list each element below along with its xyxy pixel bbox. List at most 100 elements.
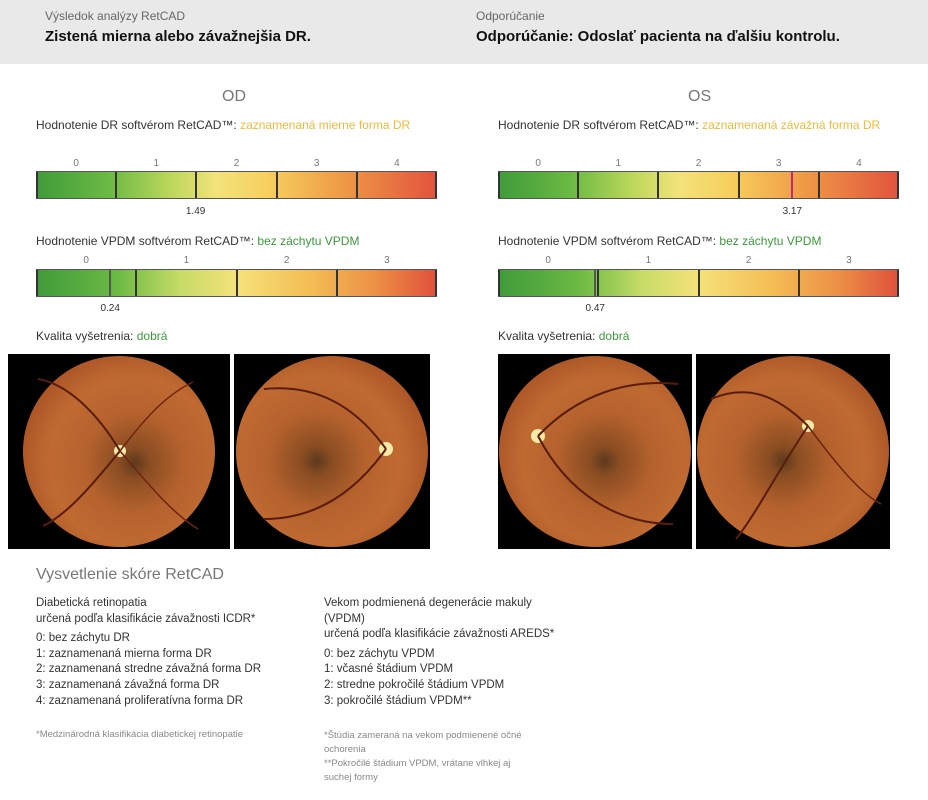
legend-vpdm-item: 1: včasné štádium VPDM bbox=[324, 663, 454, 676]
od-vp-tick-label: 2 bbox=[283, 255, 290, 266]
os-vessels-1 bbox=[531, 382, 679, 525]
os-vp-tick-label: 3 bbox=[846, 255, 852, 266]
os-dr-scale-divider bbox=[737, 172, 740, 198]
os-vp-scale-divider bbox=[897, 270, 899, 296]
od-vp-scale-divider bbox=[235, 270, 238, 296]
os-vpdm-result: bez záchytu VPDM bbox=[719, 234, 822, 248]
legend-vpdm-heading-1: Vekom podmienená degenerácie makuly bbox=[324, 597, 532, 609]
od-dr-label: Hodnotenie DR softvérom RetCAD™: zazname… bbox=[36, 118, 411, 132]
od-vp-tick-label: 1 bbox=[183, 255, 190, 266]
od-vp-scale-divider bbox=[335, 270, 338, 296]
legend-dr-item: 1: zaznamenaná mierna forma DR bbox=[36, 647, 212, 660]
legend-vpdm-footnote: **Pokročilé štádium VPDM, vrátane vlhkej… bbox=[324, 758, 511, 769]
od-dr-tick-label: 3 bbox=[313, 158, 320, 169]
os-dr-scale-divider bbox=[498, 172, 500, 198]
os-dr-result: zaznamenaná závažná forma DR bbox=[702, 118, 881, 132]
od-dr-scale-divider bbox=[115, 172, 118, 198]
od-dr-scale-divider bbox=[36, 172, 38, 198]
recommendation-label: Odporúčanie bbox=[476, 9, 545, 23]
os-vp-tick-label: 0 bbox=[545, 255, 551, 266]
os-dr-tick-label: 3 bbox=[775, 158, 782, 169]
legend-vpdm-column: Vekom podmienená degenerácie makuly (VPD… bbox=[324, 596, 554, 709]
od-fundus-image-1 bbox=[8, 354, 230, 549]
od-vessels-1 bbox=[37, 378, 199, 530]
od-dr-score-bar bbox=[36, 171, 437, 199]
os-dr-score-bar bbox=[498, 171, 899, 199]
os-dr-score-marker bbox=[791, 172, 794, 198]
os-vp-scale-divider bbox=[797, 270, 800, 296]
os-dr-tick-label: 2 bbox=[695, 158, 702, 169]
legend-dr-heading-1: Diabetická retinopatia bbox=[36, 597, 147, 609]
od-vp-tick-label: 3 bbox=[384, 255, 390, 266]
od-eye-title: OD bbox=[222, 88, 246, 105]
os-fundus-image-2 bbox=[696, 354, 890, 549]
os-vpdm-label: Hodnotenie VPDM softvérom RetCAD™: bez z… bbox=[498, 234, 822, 248]
legend-vpdm-footnote: *Štúdia zameraná na vekom podmienené očn… bbox=[324, 730, 522, 741]
od-vpdm-score-marker bbox=[109, 270, 112, 296]
legend-dr-footnote: *Medzinárodná klasifikácia diabetickej r… bbox=[36, 729, 244, 740]
od-quality-value: dobrá bbox=[136, 329, 168, 343]
od-dr-score-value: 1.49 bbox=[185, 206, 206, 217]
legend-dr-heading-2: určená podľa klasifikácie závažnosti ICD… bbox=[36, 612, 256, 625]
os-dr-label: Hodnotenie DR softvérom RetCAD™: zazname… bbox=[498, 118, 881, 132]
od-vp-scale-divider bbox=[135, 270, 138, 296]
os-quality: Kvalita vyšetrenia: dobrá bbox=[498, 329, 630, 343]
legend-dr-item: 2: zaznamenaná stredne závažná forma DR bbox=[36, 663, 262, 676]
os-vpdm-score-value: 0.47 bbox=[585, 303, 605, 314]
od-vp-scale-divider bbox=[435, 270, 437, 296]
od-dr-tick-label: 1 bbox=[153, 158, 160, 169]
os-dr-score-value: 3.17 bbox=[782, 206, 803, 217]
os-fundus-image-1 bbox=[498, 354, 692, 549]
os-dr-scale-divider bbox=[657, 172, 660, 198]
os-vpdm-score-bar bbox=[498, 269, 899, 297]
legend-dr-item: 3: zaznamenaná závažná forma DR bbox=[36, 678, 220, 691]
os-dr-tick-label: 1 bbox=[615, 158, 622, 169]
od-vpdm-score-value: 0.24 bbox=[100, 303, 120, 314]
legend-vpdm-footnote: suchej formy bbox=[324, 772, 378, 783]
os-quality-value: dobrá bbox=[598, 329, 630, 343]
legend-dr-item: 0: bez záchytu DR bbox=[36, 632, 130, 645]
legend-vpdm-item: 0: bez záchytu VPDM bbox=[324, 647, 435, 660]
od-vp-scale-divider bbox=[36, 270, 38, 296]
od-dr-scale-divider bbox=[355, 172, 358, 198]
od-dr-tick-label: 2 bbox=[233, 158, 240, 169]
od-vpdm-label: Hodnotenie VPDM softvérom RetCAD™: bez z… bbox=[36, 234, 360, 248]
recommendation-block: Odporúčanie Odporúčanie: Odoslať pacient… bbox=[476, 9, 840, 45]
os-eye-title: OS bbox=[688, 88, 712, 105]
result-label: Výsledok analýzy RetCAD bbox=[45, 9, 186, 23]
os-vp-scale-divider bbox=[498, 270, 500, 296]
legend-vpdm-item: 3: pokročilé štádium VPDM** bbox=[324, 694, 472, 707]
os-dr-tick-label: 0 bbox=[535, 158, 541, 169]
od-vpdm-score-bar bbox=[36, 269, 437, 297]
legend-dr-column: Diabetická retinopatia určená podľa klas… bbox=[36, 596, 261, 709]
od-dr-scale-divider bbox=[275, 172, 278, 198]
os-vp-tick-label: 1 bbox=[645, 255, 652, 266]
os-vpdm-score-marker bbox=[594, 270, 597, 296]
od-vpdm-result: bez záchytu VPDM bbox=[257, 234, 360, 248]
result-header: Výsledok analýzy RetCAD Zistená mierna a… bbox=[0, 0, 928, 64]
result-value: Zistená mierna alebo závažnejšia DR. bbox=[45, 28, 311, 45]
legend-vpdm-heading-3: určená podľa klasifikácie závažnosti ARE… bbox=[324, 628, 555, 641]
legend-dr-item: 4: zaznamenaná proliferatívna forma DR bbox=[36, 694, 244, 707]
legend-vpdm-footnote: ochorenia bbox=[324, 744, 366, 755]
od-dr-result: zaznamenaná mierne forma DR bbox=[240, 118, 411, 132]
recommendation-value: Odporúčanie: Odoslať pacienta na ďalšiu … bbox=[476, 28, 840, 45]
os-vp-scale-divider bbox=[597, 270, 600, 296]
legend-vpdm-item: 2: stredne pokročilé štádium VPDM bbox=[324, 678, 505, 691]
legend-vpdm-footnotes: *Štúdia zameraná na vekom podmienené očn… bbox=[324, 729, 522, 785]
os-dr-scale-divider bbox=[897, 172, 899, 198]
od-dr-scale-divider bbox=[195, 172, 198, 198]
os-dr-tick-label: 4 bbox=[856, 158, 862, 169]
os-vessels-2 bbox=[710, 391, 882, 540]
result-block: Výsledok analýzy RetCAD Zistená mierna a… bbox=[45, 9, 311, 45]
os-vp-tick-label: 2 bbox=[745, 255, 752, 266]
od-dr-scale-divider bbox=[435, 172, 437, 198]
od-vessels-2 bbox=[263, 387, 393, 520]
od-fundus-image-2 bbox=[234, 354, 430, 549]
os-vp-scale-divider bbox=[697, 270, 700, 296]
od-vp-tick-label: 0 bbox=[83, 255, 89, 266]
od-dr-tick-label: 4 bbox=[394, 158, 400, 169]
legend-vpdm-heading-2: (VPDM) bbox=[324, 612, 365, 625]
od-quality: Kvalita vyšetrenia: dobrá bbox=[36, 329, 168, 343]
os-dr-scale-divider bbox=[817, 172, 820, 198]
